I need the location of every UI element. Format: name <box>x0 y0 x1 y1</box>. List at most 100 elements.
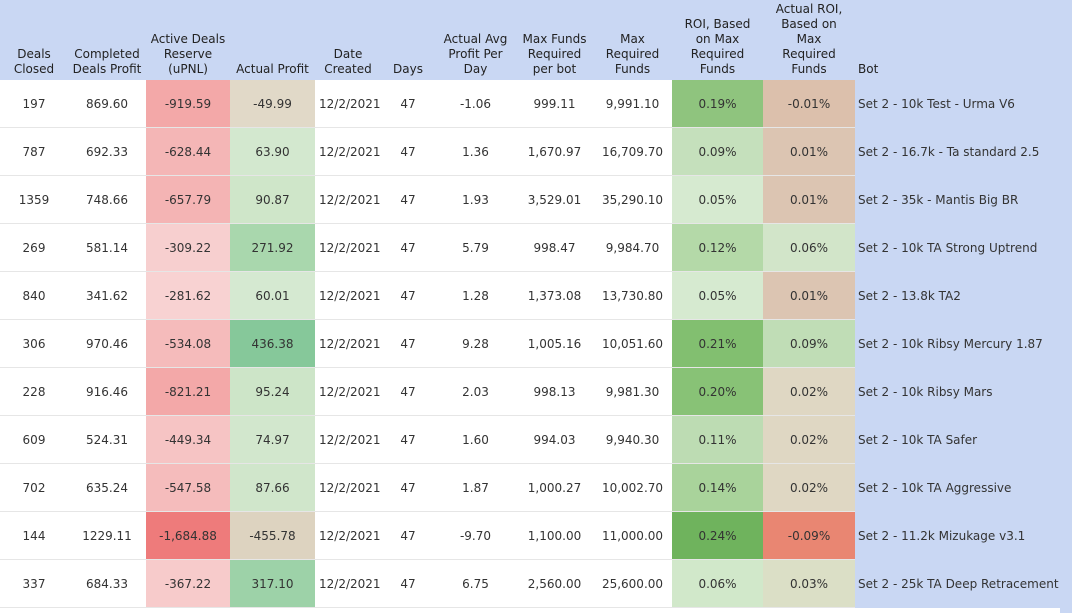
cell-date-created[interactable]: 12/2/2021 <box>319 193 381 207</box>
cell-deals-closed[interactable]: 787 <box>22 145 46 159</box>
cell-actual-roi[interactable]: 0.06% <box>763 224 855 272</box>
cell-bot[interactable]: Set 2 - 10k TA Aggressive <box>855 464 1060 512</box>
cell-max-funds-bot[interactable]: 1,373.08 <box>527 289 582 303</box>
cell-max-funds-bot[interactable]: 999.11 <box>533 97 576 111</box>
cell-completed-profit[interactable]: 581.14 <box>86 241 128 255</box>
cell-deals-closed[interactable]: 197 <box>22 97 46 111</box>
cell-completed-profit[interactable]: 635.24 <box>86 481 128 495</box>
cell-avg-profit[interactable]: 1.28 <box>462 289 489 303</box>
cell-max-required[interactable]: 11,000.00 <box>601 529 664 543</box>
cell-actual-roi[interactable]: 0.03% <box>763 560 855 608</box>
cell-date-created[interactable]: 12/2/2021 <box>319 145 381 159</box>
cell-completed-profit[interactable]: 341.62 <box>86 289 128 303</box>
cell-date-created[interactable]: 12/2/2021 <box>319 433 381 447</box>
cell-days[interactable]: 47 <box>400 481 416 495</box>
cell-max-funds-bot[interactable]: 3,529.01 <box>527 193 582 207</box>
cell-actual-profit[interactable]: 95.24 <box>230 368 315 416</box>
cell-actual-roi[interactable]: -0.01% <box>763 80 855 128</box>
cell-completed-profit[interactable]: 524.31 <box>86 433 128 447</box>
cell-deals-closed[interactable]: 306 <box>22 337 46 351</box>
cell-bot[interactable]: Set 2 - 35k - Mantis Big BR <box>855 176 1060 224</box>
cell-bot[interactable]: Set 2 - 10k TA Safer <box>855 416 1060 464</box>
cell-max-funds-bot[interactable]: 998.13 <box>533 385 576 399</box>
cell-active-reserve[interactable]: -281.62 <box>146 272 230 320</box>
cell-max-funds-bot[interactable]: 1,100.00 <box>527 529 582 543</box>
cell-days[interactable]: 47 <box>400 337 416 351</box>
cell-max-funds-bot[interactable]: 1,670.97 <box>527 145 582 159</box>
cell-days[interactable]: 47 <box>400 97 416 111</box>
cell-date-created[interactable]: 12/2/2021 <box>319 97 381 111</box>
cell-deals-closed[interactable]: 337 <box>22 577 46 591</box>
cell-completed-profit[interactable]: 916.46 <box>86 385 128 399</box>
cell-active-reserve[interactable]: -657.79 <box>146 176 230 224</box>
cell-max-funds-bot[interactable]: 1,000.27 <box>527 481 582 495</box>
cell-avg-profit[interactable]: 1.60 <box>462 433 489 447</box>
cell-actual-roi[interactable]: 0.02% <box>763 368 855 416</box>
cell-actual-roi[interactable]: 0.01% <box>763 272 855 320</box>
cell-actual-roi[interactable]: 0.02% <box>763 416 855 464</box>
cell-days[interactable]: 47 <box>400 241 416 255</box>
cell-date-created[interactable]: 12/2/2021 <box>319 481 381 495</box>
cell-avg-profit[interactable]: 1.87 <box>462 481 489 495</box>
cell-actual-roi[interactable]: 0.01% <box>763 176 855 224</box>
cell-max-required[interactable]: 9,991.10 <box>605 97 660 111</box>
cell-bot[interactable]: Set 2 - 10k TA Strong Uptrend <box>855 224 1060 272</box>
cell-max-required[interactable]: 25,600.00 <box>601 577 664 591</box>
cell-roi-max[interactable]: 0.09% <box>672 128 763 176</box>
cell-days[interactable]: 47 <box>400 433 416 447</box>
cell-days[interactable]: 47 <box>400 193 416 207</box>
cell-active-reserve[interactable]: -1,684.88 <box>146 512 230 560</box>
cell-completed-profit[interactable]: 970.46 <box>86 337 128 351</box>
cell-roi-max[interactable]: 0.11% <box>672 416 763 464</box>
cell-avg-profit[interactable]: 5.79 <box>462 241 489 255</box>
cell-completed-profit[interactable]: 869.60 <box>86 97 128 111</box>
cell-max-funds-bot[interactable]: 1,005.16 <box>527 337 582 351</box>
cell-active-reserve[interactable]: -367.22 <box>146 560 230 608</box>
cell-roi-max[interactable]: 0.21% <box>672 320 763 368</box>
cell-days[interactable]: 47 <box>400 289 416 303</box>
cell-active-reserve[interactable]: -628.44 <box>146 128 230 176</box>
cell-bot[interactable]: Set 2 - 10k Ribsy Mars <box>855 368 1060 416</box>
cell-date-created[interactable]: 12/2/2021 <box>319 241 381 255</box>
cell-avg-profit[interactable]: -1.06 <box>459 97 492 111</box>
cell-avg-profit[interactable]: 2.03 <box>462 385 489 399</box>
cell-active-reserve[interactable]: -821.21 <box>146 368 230 416</box>
cell-max-required[interactable]: 13,730.80 <box>601 289 664 303</box>
cell-max-funds-bot[interactable]: 994.03 <box>533 433 576 447</box>
cell-avg-profit[interactable]: 1.36 <box>462 145 489 159</box>
cell-completed-profit[interactable]: 692.33 <box>86 145 128 159</box>
cell-roi-max[interactable]: 0.05% <box>672 272 763 320</box>
cell-actual-profit[interactable]: -455.78 <box>230 512 315 560</box>
cell-avg-profit[interactable]: 6.75 <box>462 577 489 591</box>
cell-max-required[interactable]: 9,940.30 <box>605 433 660 447</box>
cell-deals-closed[interactable]: 269 <box>22 241 46 255</box>
cell-actual-profit[interactable]: 60.01 <box>230 272 315 320</box>
cell-max-required[interactable]: 9,984.70 <box>605 241 660 255</box>
cell-bot[interactable]: Set 2 - 13.8k TA2 <box>855 272 1060 320</box>
cell-actual-profit[interactable]: -49.99 <box>230 80 315 128</box>
cell-max-required[interactable]: 10,051.60 <box>601 337 664 351</box>
cell-max-funds-bot[interactable]: 998.47 <box>533 241 576 255</box>
cell-max-required[interactable]: 10,002.70 <box>601 481 664 495</box>
cell-date-created[interactable]: 12/2/2021 <box>319 337 381 351</box>
cell-bot[interactable]: Set 2 - 16.7k - Ta standard 2.5 <box>855 128 1060 176</box>
cell-actual-roi[interactable]: 0.01% <box>763 128 855 176</box>
cell-roi-max[interactable]: 0.14% <box>672 464 763 512</box>
cell-date-created[interactable]: 12/2/2021 <box>319 385 381 399</box>
cell-days[interactable]: 47 <box>400 385 416 399</box>
cell-roi-max[interactable]: 0.12% <box>672 224 763 272</box>
cell-completed-profit[interactable]: 748.66 <box>86 193 128 207</box>
cell-active-reserve[interactable]: -547.58 <box>146 464 230 512</box>
cell-max-required[interactable]: 9,981.30 <box>605 385 660 399</box>
cell-roi-max[interactable]: 0.05% <box>672 176 763 224</box>
cell-actual-profit[interactable]: 317.10 <box>230 560 315 608</box>
cell-date-created[interactable]: 12/2/2021 <box>319 529 381 543</box>
cell-actual-profit[interactable]: 63.90 <box>230 128 315 176</box>
cell-days[interactable]: 47 <box>400 577 416 591</box>
cell-avg-profit[interactable]: -9.70 <box>459 529 492 543</box>
cell-completed-profit[interactable]: 684.33 <box>86 577 128 591</box>
cell-completed-profit[interactable]: 1229.11 <box>82 529 132 543</box>
cell-actual-roi[interactable]: 0.02% <box>763 464 855 512</box>
cell-active-reserve[interactable]: -534.08 <box>146 320 230 368</box>
cell-roi-max[interactable]: 0.19% <box>672 80 763 128</box>
